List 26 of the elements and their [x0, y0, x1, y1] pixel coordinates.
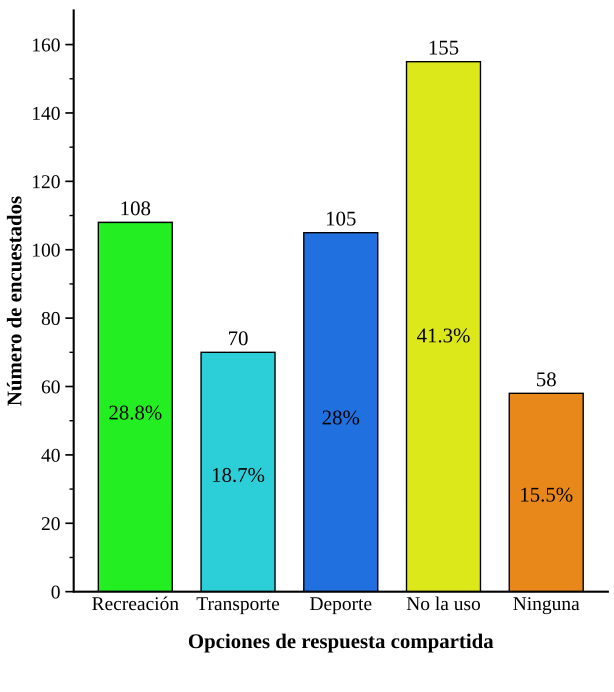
y-tick-label: 120 — [33, 175, 60, 188]
data-label: 108 — [122, 201, 150, 216]
data-label: 155 — [430, 40, 458, 55]
y-axis-title: Número de encuestados — [6, 196, 22, 406]
y-tick-label: 20 — [42, 517, 60, 530]
y-tick-label: 0 — [52, 585, 60, 599]
annotation: 41.3% — [417, 328, 470, 343]
annotation: 28% — [322, 410, 360, 425]
annotation: 28.8% — [109, 406, 162, 420]
data-label: 105 — [326, 212, 356, 226]
y-tick-label: 160 — [33, 38, 60, 52]
y-tick-label: 60 — [42, 380, 60, 394]
annotation: 18.7% — [212, 468, 264, 482]
y-tick-label: 140 — [33, 106, 60, 120]
y-tick-label: 40 — [41, 448, 60, 462]
x-tick-label: No la uso — [406, 596, 480, 610]
x-tick-label: Recreación — [92, 596, 179, 610]
data-label: 70 — [229, 331, 248, 346]
y-tick-label: 80 — [42, 312, 60, 326]
x-tick-label: Transporte — [196, 597, 280, 614]
x-tick-label: Ninguna — [513, 597, 580, 614]
data-label: 58 — [537, 372, 556, 386]
x-tick-label: Deporte — [310, 597, 372, 614]
annotation: 15.5% — [521, 488, 572, 502]
x-axis-title: Opciones de respuesta compartida — [188, 634, 494, 652]
y-tick-label: 100 — [33, 244, 60, 257]
